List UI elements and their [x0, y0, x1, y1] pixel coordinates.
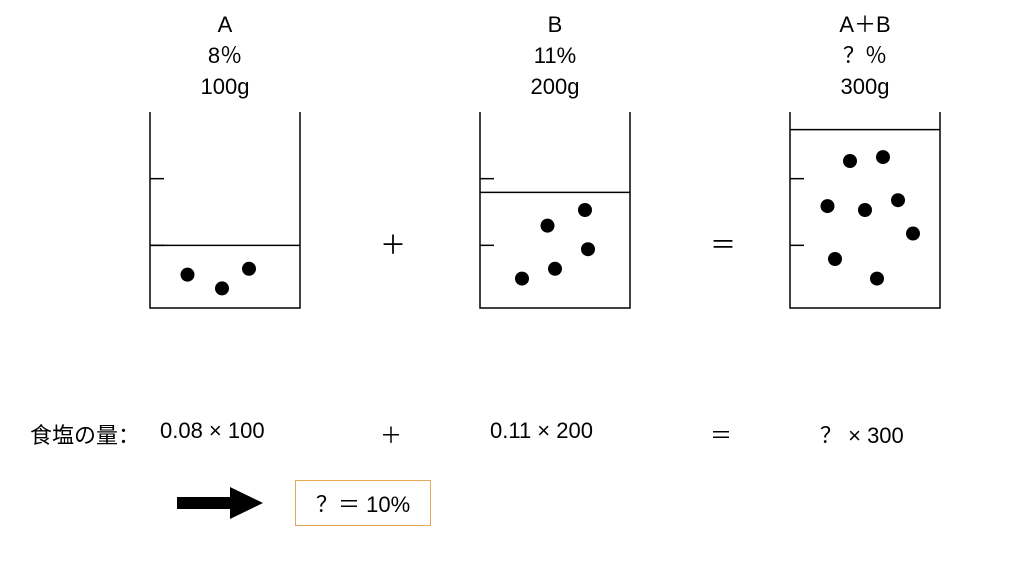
operator-equals: ＝: [710, 225, 736, 262]
equation-term-a: 0.08 × 100: [160, 418, 265, 444]
beaker-c-svg-wrap: [780, 110, 950, 310]
equation-label: 食塩の量：: [30, 418, 140, 450]
diagram-container: A 8％ 100g ＋ B 11% 200g ＝ A＋B ？％ 300g 食塩の…: [0, 0, 1024, 577]
beaker-b-percent: 11%: [470, 41, 640, 72]
beaker-group-a: A 8％ 100g: [140, 10, 310, 310]
beaker-a-title: A: [140, 10, 310, 41]
beaker-a-svg-wrap: [140, 110, 310, 310]
beaker-c-percent: ？％: [780, 41, 950, 72]
equation-term-c: ？ × 300: [820, 418, 904, 450]
answer-row: ？＝ 10%: [175, 480, 431, 526]
beaker-a-percent: 8％: [140, 41, 310, 72]
beaker-b-title: B: [470, 10, 640, 41]
beaker-b-weight: 200g: [470, 72, 640, 103]
beaker-b-svg-wrap: [470, 110, 640, 310]
equation-equals: ＝: [710, 418, 732, 450]
beaker-group-b: B 11% 200g: [470, 10, 640, 310]
operator-plus: ＋: [380, 225, 406, 262]
beaker-c-weight: 300g: [780, 72, 950, 103]
answer-box: ？＝ 10%: [295, 480, 431, 526]
arrow-icon: [175, 485, 265, 521]
beaker-c-title: A＋B: [780, 10, 950, 41]
equation-plus: ＋: [380, 418, 402, 450]
beaker-group-c: A＋B ？％ 300g: [780, 10, 950, 310]
beaker-a-weight: 100g: [140, 72, 310, 103]
equation-term-b: 0.11 × 200: [490, 418, 593, 444]
